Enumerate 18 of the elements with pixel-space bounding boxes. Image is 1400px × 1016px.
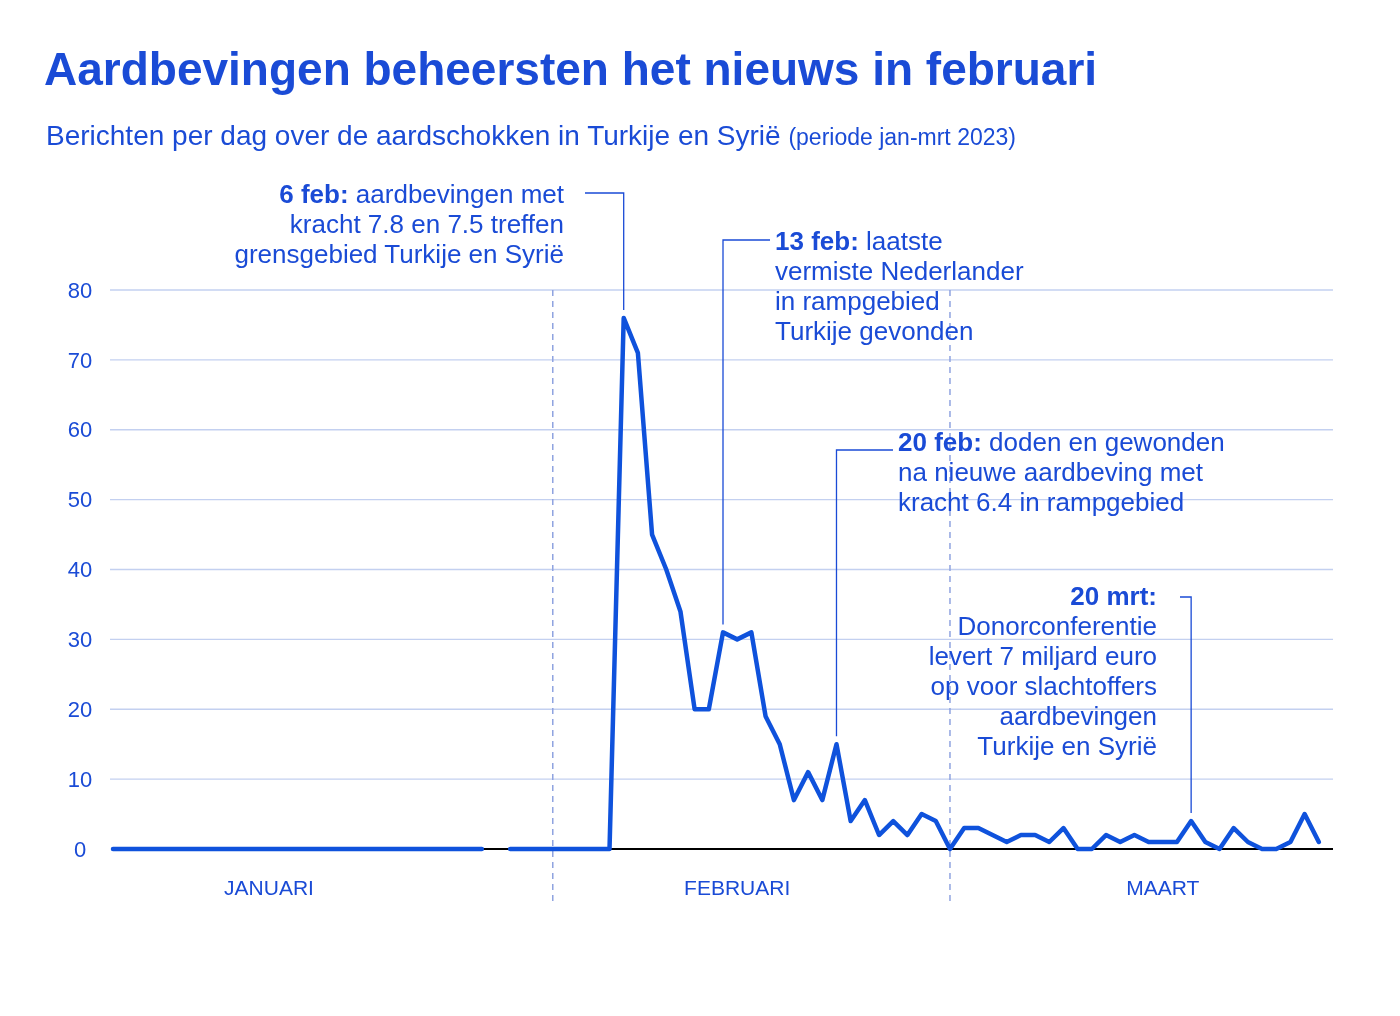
chart-subtitle: Berichten per dag over de aardschokken in Turkije en Syrië (periode jan-mrt 2023) xyxy=(46,120,1016,151)
x-tick-label: MAART xyxy=(1126,876,1200,899)
y-tick-label: 50 xyxy=(67,487,93,513)
x-tick-label: JANUARI xyxy=(224,876,314,899)
y-tick-label: 10 xyxy=(67,766,93,792)
y-tick-label: 0 xyxy=(73,836,87,862)
y-tick-label: 40 xyxy=(67,557,93,583)
y-tick-label: 60 xyxy=(67,417,93,443)
y-tick-label: 70 xyxy=(67,347,93,373)
x-tick-label: FEBRUARI xyxy=(684,876,791,899)
y-tick-label: 80 xyxy=(67,277,93,303)
chart-title: Aardbevingen beheersten het nieuws in februari xyxy=(44,43,1098,95)
annotation: 20 feb: doden en gewonden na nieuwe aardbeving met kracht 6.4 in rampgebied xyxy=(898,427,1225,517)
y-tick-label: 30 xyxy=(67,627,93,653)
annotation: 6 feb: aardbevingen met kracht 7.8 en 7.5 treffen grensgebied Turkije en Syrië xyxy=(234,179,565,269)
annotation: 13 feb: laatste vermiste Nederlander in rampgebied Turkije gevonden xyxy=(775,226,1024,346)
annotation: 20 mrt: Donorconferentie levert 7 miljard euro op voor slachtoffers aardbevingen Turkije en Syrië xyxy=(928,581,1157,761)
y-tick-label: 20 xyxy=(67,696,93,722)
